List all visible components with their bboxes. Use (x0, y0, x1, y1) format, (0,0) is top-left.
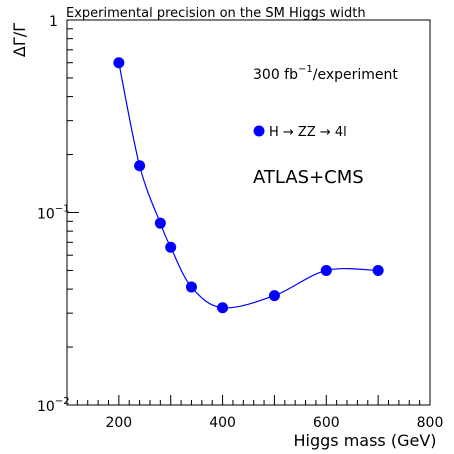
data-point (155, 218, 166, 229)
data-point (269, 290, 280, 301)
x-tick-label: 400 (209, 415, 236, 431)
luminosity-label: 300 fb−1/experiment (253, 64, 398, 83)
luminosity-suffix: /experiment (313, 67, 399, 83)
y-tick-label: 10−1 (37, 204, 70, 223)
y-axis-label: ΔΓ/Γ (10, 23, 29, 57)
legend: H → ZZ → 4l (254, 125, 347, 140)
luminosity-exponent: −1 (298, 64, 313, 75)
experiment-label: ATLAS+CMS (253, 167, 364, 188)
x-axis-label: Higgs mass (GeV) (293, 431, 436, 450)
luminosity-prefix: 300 fb (253, 67, 298, 83)
data-point (113, 57, 124, 68)
legend-label: H → ZZ → 4l (269, 125, 347, 140)
x-tick-label: 200 (105, 415, 132, 431)
y-tick-label: 10−2 (37, 396, 70, 415)
data-point (321, 265, 332, 276)
x-tick-label: 600 (313, 415, 340, 431)
chart-title: Experimental precision on the SM Higgs w… (66, 6, 366, 21)
legend-marker (254, 126, 265, 137)
y-tick-label: 1 (49, 14, 58, 30)
data-point (134, 160, 145, 171)
data-point (186, 282, 197, 293)
data-point (165, 242, 176, 253)
data-point (373, 265, 384, 276)
x-tick-label: 800 (417, 415, 444, 431)
data-point (217, 302, 228, 313)
